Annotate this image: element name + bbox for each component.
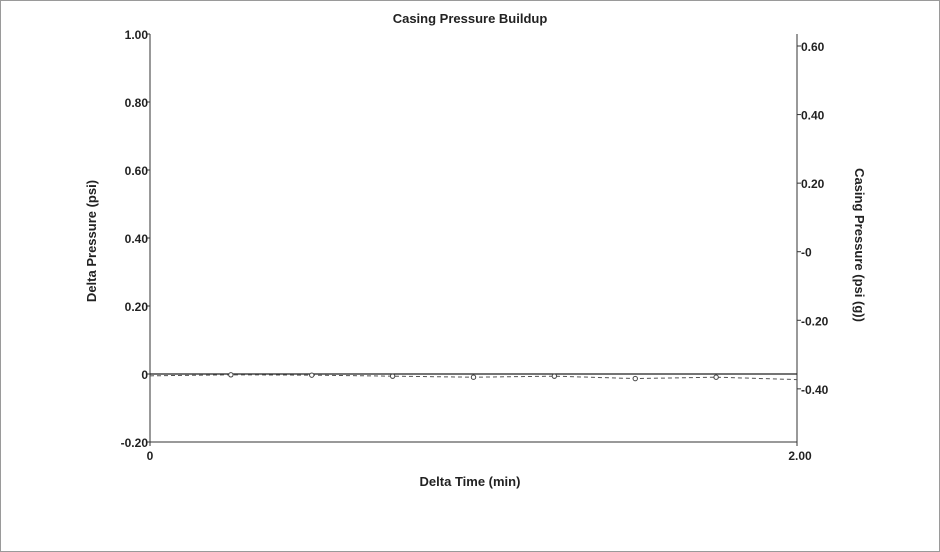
x-tick-label: 2.00 [788, 449, 812, 463]
y2-tick-label: -0.40 [801, 383, 829, 397]
series-point [309, 372, 315, 378]
y2-tick-label: 0.60 [801, 40, 825, 54]
y2-tick-label: -0.20 [801, 314, 829, 328]
series-point [632, 375, 638, 382]
y-tick-label: 0.80 [125, 96, 149, 110]
series-point [228, 372, 234, 378]
y-tick-label: 0.20 [125, 300, 149, 314]
y2-tick-label: 0.20 [801, 177, 825, 191]
chart-title: Casing Pressure Buildup [393, 11, 548, 26]
series-point [470, 374, 477, 380]
y-axis-label: Delta Pressure (psi) [84, 180, 99, 302]
series-point [713, 374, 719, 380]
y-tick-label: 0.60 [125, 164, 149, 178]
series-point [551, 373, 558, 379]
x-axis-label: Delta Time (min) [420, 474, 521, 489]
y2-axis-label: Casing Pressure (psi (g)) [852, 168, 867, 322]
y-tick-label: 0.40 [125, 232, 149, 246]
y2-tick-label: 0.40 [801, 109, 825, 123]
y-tick-label: 0 [141, 368, 148, 382]
y-tick-label: -0.20 [121, 436, 149, 450]
x-tick-label: 0 [147, 449, 154, 463]
y2-tick-label: -0 [801, 246, 812, 260]
series-point [389, 373, 396, 379]
series-group [149, 372, 798, 382]
tick-labels: 1.000.800.600.400.200-0.200.600.400.20-0… [121, 28, 829, 463]
y-tick-label: 1.00 [125, 28, 149, 42]
axes [146, 33, 801, 446]
